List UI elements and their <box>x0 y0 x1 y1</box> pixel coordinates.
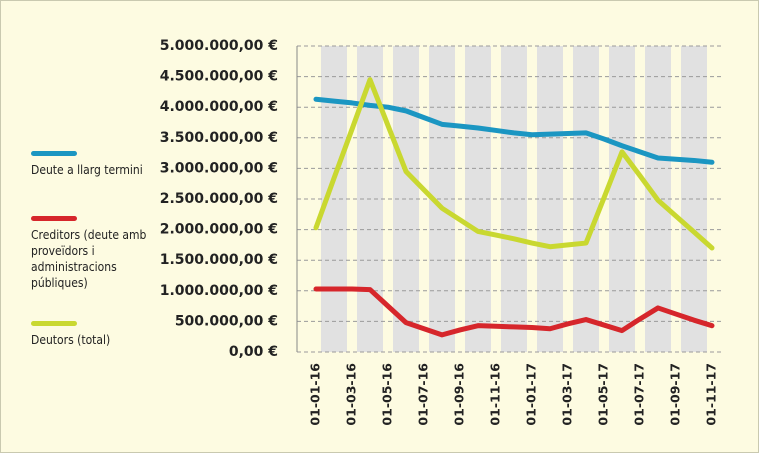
x-tick-label: 01-01-17 <box>524 363 539 426</box>
x-tick-label: 01-03-17 <box>560 363 575 426</box>
legend-entry: Deutors (total) <box>31 321 156 348</box>
y-tick-label: 3.000.000,00 € <box>160 160 278 176</box>
y-tick-label: 500.000,00 € <box>175 313 278 329</box>
y-tick-label: 2.500.000,00 € <box>160 191 278 207</box>
x-tick-label: 01-07-17 <box>632 363 647 426</box>
y-tick-label: 4.500.000,00 € <box>160 69 278 85</box>
legend-entry: Deute a llarg termini <box>31 151 156 178</box>
legend-label: Deutors (total) <box>31 333 111 347</box>
series-line <box>313 286 715 338</box>
y-tick-label: 5.000.000,00 € <box>160 38 278 54</box>
x-tick-label: 01-09-17 <box>668 363 683 426</box>
series-line <box>313 77 715 251</box>
x-tick-label: 01-03-16 <box>344 363 359 426</box>
x-tick-label: 01-01-16 <box>308 363 323 426</box>
x-tick-label: 01-11-16 <box>488 363 503 426</box>
y-tick-label: 2.000.000,00 € <box>160 222 278 238</box>
x-tick-label: 01-05-16 <box>380 363 395 426</box>
x-tick-label: 01-11-17 <box>704 363 719 426</box>
x-tick-label: 01-09-16 <box>452 363 467 426</box>
legend-swatch <box>31 216 77 221</box>
x-tick-label: 01-07-16 <box>416 363 431 426</box>
y-tick-label: 0,00 € <box>229 344 278 360</box>
y-tick-label: 1.000.000,00 € <box>160 283 278 299</box>
legend-swatch <box>31 151 77 156</box>
x-tick-label: 01-05-17 <box>596 363 611 426</box>
legend-swatch <box>31 321 77 326</box>
legend-label: Creditors (deute amb proveïdors i admini… <box>31 228 147 290</box>
y-tick-label: 1.500.000,00 € <box>160 252 278 268</box>
legend-entry: Creditors (deute amb proveïdors i admini… <box>31 216 156 291</box>
y-tick-label: 4.000.000,00 € <box>160 99 278 115</box>
y-tick-label: 3.500.000,00 € <box>160 130 278 146</box>
legend-label: Deute a llarg termini <box>31 163 143 177</box>
